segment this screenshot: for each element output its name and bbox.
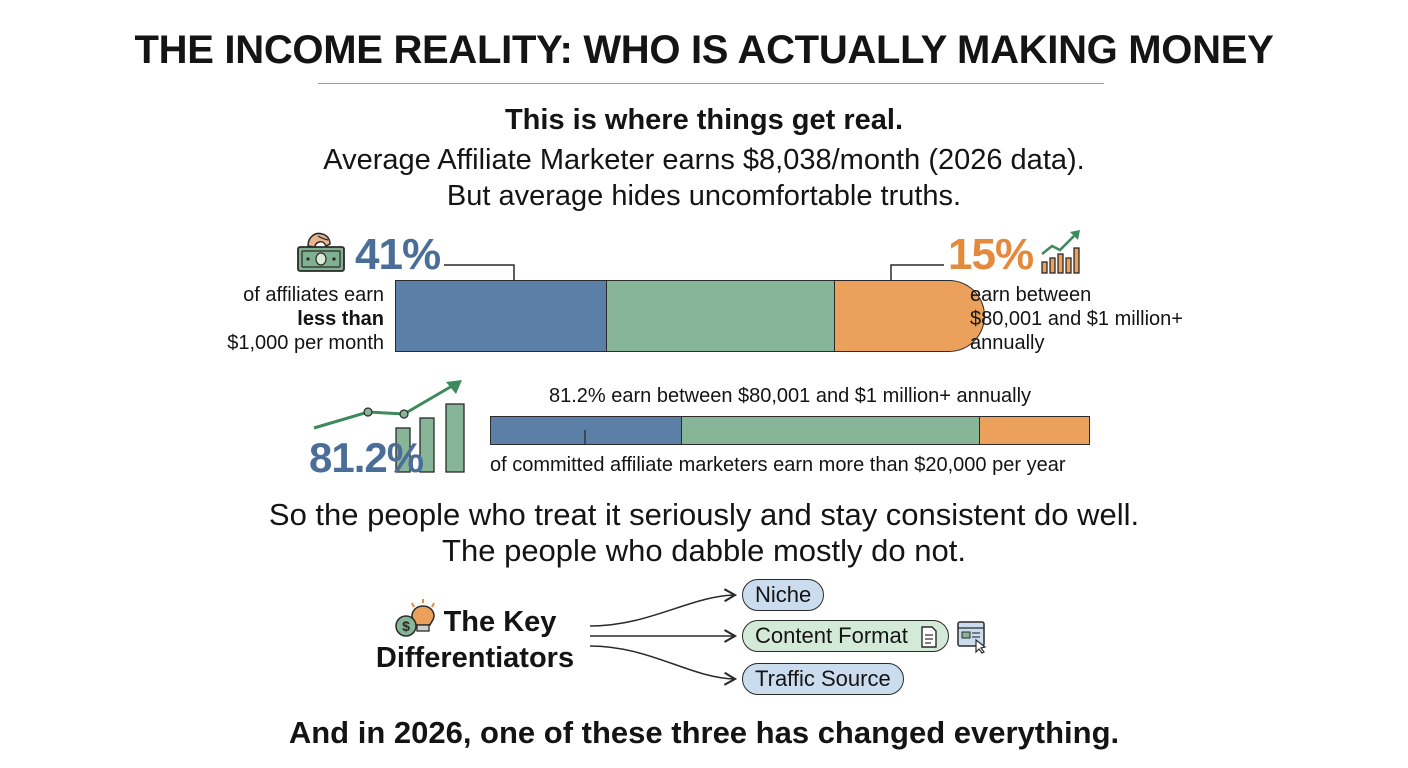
bar-segment-middle xyxy=(607,280,836,352)
document-icon xyxy=(921,626,937,648)
income-distribution-bar xyxy=(395,280,985,352)
bar-segment-segment-1 xyxy=(490,416,682,445)
growth-chart-icon xyxy=(1041,230,1080,274)
differentiators-title: The Key Differentiators xyxy=(360,604,590,676)
bar-segment-less-than-1000 xyxy=(395,280,608,352)
trend-up-icon xyxy=(313,380,465,473)
svg-text:$: $ xyxy=(402,618,410,634)
lightbulb-dollar-icon: $ xyxy=(395,599,435,637)
differentiators-title-line-2: Differentiators xyxy=(375,642,575,674)
conclusion-line-1: So the people who treat it seriously and… xyxy=(268,497,1140,532)
stat-low-description: of affiliates earn less than $1,000 per … xyxy=(200,283,384,355)
stat-high-line-2: $80,001 and $1 million+ xyxy=(970,308,1183,330)
closing-statement: And in 2026, one of these three has chan… xyxy=(288,715,1120,750)
differentiators-title-line-1: The Key xyxy=(443,606,557,638)
bar-segment-segment-2 xyxy=(682,416,981,445)
page-title: THE INCOME REALITY: WHO IS ACTUALLY MAKI… xyxy=(134,28,1274,72)
conclusion-line-2: The people who dabble mostly do not. xyxy=(442,533,966,568)
title-divider xyxy=(318,83,1104,84)
intro-line-2: But average hides uncomfortable truths. xyxy=(446,180,962,212)
web-page-click-icon xyxy=(957,621,987,654)
stat-low-line-1: of affiliates earn xyxy=(243,284,384,306)
bar-segment-segment-3 xyxy=(980,416,1090,445)
stat-high-line-1: earn between xyxy=(970,284,1092,306)
stat-low-line-3: $1,000 per month xyxy=(227,332,384,354)
stat-committed-description: of committed affiliate marketers earn mo… xyxy=(490,454,1066,476)
intro-line-1: Average Affiliate Marketer earns $8,038/… xyxy=(323,144,1085,176)
money-hand-icon xyxy=(297,232,345,272)
differentiator-content-format: Content Format xyxy=(742,620,949,652)
stat-high-description: earn between $80,001 and $1 million+ ann… xyxy=(970,283,1200,355)
stat-high-value: 15% xyxy=(948,230,1034,279)
bar-segment-top xyxy=(835,280,985,352)
differentiator-content-format-label: Content Format xyxy=(755,623,908,648)
committed-distribution-bar xyxy=(490,416,1090,445)
intro-text: Average Affiliate Marketer earns $8,038/… xyxy=(0,142,1408,214)
stat-high-line-3: annually xyxy=(970,332,1045,354)
stat-low-line-2: less than xyxy=(297,308,384,330)
differentiator-traffic-source: Traffic Source xyxy=(742,663,904,695)
stat-low-value: 41% xyxy=(355,230,441,279)
differentiator-niche: Niche xyxy=(742,579,825,611)
stat-committed-value: 81.2% xyxy=(309,434,424,481)
conclusion-text: So the people who treat it seriously and… xyxy=(0,497,1408,569)
tagline: This is where things get real. xyxy=(504,104,904,136)
stat-committed-bar-caption: 81.2% earn between $80,001 and $1 millio… xyxy=(548,385,1032,407)
